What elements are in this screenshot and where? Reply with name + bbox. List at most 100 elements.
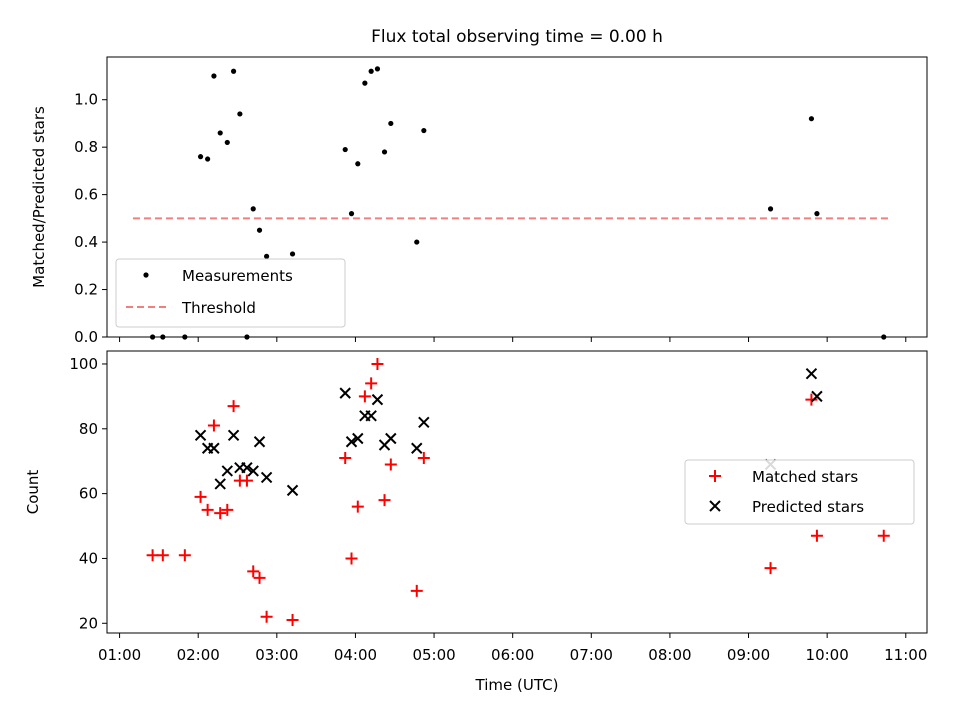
top-panel: Matched/Predicted stars 0.0 0.2 0.4 0.6 0.8 1…: [30, 56, 928, 346]
bottom-ytick-label: 60: [79, 485, 98, 503]
matched-star-point: [358, 390, 371, 403]
matched-star-point: [384, 458, 397, 471]
predicted-star-point: [418, 416, 430, 429]
predicted-star-point: [286, 484, 299, 497]
legend-measurements-label: Measurements: [182, 267, 293, 285]
predicted-star-point: [345, 436, 358, 448]
top-ytick-label: 0.2: [74, 281, 98, 299]
predicted-star-point: [241, 461, 253, 474]
predicted-star-point: [385, 432, 397, 445]
matched-star-point: [877, 529, 890, 542]
measurement-point: [149, 334, 156, 340]
measurement-point: [250, 206, 256, 212]
predicted-star-point: [208, 442, 220, 454]
measurement-point: [263, 253, 270, 259]
predicted-star-point: [253, 436, 266, 448]
predicted-star-point: [371, 393, 384, 406]
bottom-xtick-label: 09:00: [727, 646, 770, 664]
matched-star-point: [417, 451, 430, 464]
matched-star-point: [378, 494, 391, 507]
bottom-xtick-label: 05:00: [412, 646, 455, 664]
top-ytick-label: 0.6: [74, 186, 98, 204]
measurement-point: [368, 68, 374, 74]
measurement-point: [355, 161, 361, 167]
matched-star-point: [227, 400, 240, 413]
predicted-star-point: [260, 471, 273, 484]
bottom-ytick-label: 80: [79, 420, 98, 438]
matched-star-point: [240, 474, 253, 487]
measurement-point: [230, 68, 237, 74]
matched-star-point: [178, 549, 191, 562]
measurement-point: [211, 73, 217, 79]
measurement-point: [237, 111, 243, 117]
top-plot-frame: [106, 56, 928, 338]
matched-star-point: [351, 500, 364, 513]
predicted-star-point: [339, 387, 351, 399]
legend-predicted-label: Predicted stars: [752, 498, 864, 516]
bottom-xtick-label: 11:00: [884, 646, 927, 664]
matched-star-point: [194, 490, 207, 503]
measurement-point: [182, 334, 188, 340]
top-ytick-label: 1.0: [74, 91, 98, 109]
matched-star-point: [345, 552, 358, 565]
bottom-ytick-label: 40: [79, 549, 98, 567]
measurement-point: [217, 130, 223, 136]
predicted-star-point: [221, 465, 233, 477]
predicted-star-point: [247, 465, 259, 477]
measurement-point: [197, 154, 204, 160]
bottom-xtick-label: 08:00: [648, 646, 691, 664]
matched-star-point: [253, 571, 266, 584]
top-y-axis-label: Matched/Predicted stars: [30, 106, 48, 288]
bottom-xtick-label: 03:00: [255, 646, 298, 664]
measurement-point: [808, 116, 815, 122]
matched-star-point: [339, 451, 352, 464]
chart-title: Flux total observing time = 0.00 h: [371, 27, 663, 47]
predicted-star-point: [805, 367, 818, 380]
matched-star-point: [365, 377, 378, 390]
legend-measurements-marker: [143, 272, 149, 278]
predicted-star-point: [411, 442, 423, 454]
matched-star-point: [201, 503, 214, 516]
measurement-point: [244, 334, 250, 340]
bottom-xtick-label: 06:00: [491, 646, 534, 664]
bottom-y-axis-label: Count: [24, 470, 42, 515]
matched-star-point: [410, 584, 423, 597]
measurement-point: [388, 120, 394, 127]
matched-star-point: [221, 503, 234, 516]
measurement-point: [224, 139, 230, 146]
bottom-legend: Matched stars Predicted stars: [684, 459, 915, 525]
matched-star-point: [371, 357, 384, 370]
measurement-point: [767, 206, 774, 212]
matched-star-point: [214, 507, 227, 520]
bottom-panel: Count Time (UTC) 20 40 60 80 100 01:00 02:00 0…: [24, 350, 928, 694]
measurement-point: [381, 149, 388, 155]
matched-star-point: [207, 419, 220, 432]
measurement-point: [421, 127, 427, 134]
measurement-point: [256, 227, 263, 233]
bottom-xtick-label: 07:00: [570, 646, 613, 664]
legend-matched-marker: [709, 470, 721, 482]
predicted-star-point: [811, 390, 823, 403]
predicted-star-point: [365, 410, 377, 422]
measurement-point: [362, 80, 368, 86]
measurement-point: [814, 211, 820, 217]
bottom-xtick-label: 02:00: [177, 646, 220, 664]
measurement-point: [881, 334, 887, 340]
bottom-ytick-label: 20: [79, 614, 98, 632]
bottom-xtick-label: 04:00: [334, 646, 377, 664]
matched-star-point: [146, 549, 159, 562]
matched-star-point: [156, 549, 169, 562]
top-ytick-label: 0.8: [74, 138, 98, 156]
measurement-point: [289, 251, 296, 257]
legend-matched-label: Matched stars: [752, 468, 858, 486]
measurement-point: [414, 239, 420, 245]
measurement-point: [374, 66, 381, 72]
predicted-star-point: [227, 429, 240, 441]
measurement-point: [348, 211, 355, 217]
bottom-plot-frame: [106, 350, 928, 634]
matched-star-point: [260, 610, 273, 623]
top-legend: Measurements Threshold: [115, 258, 346, 328]
predicted-star-point: [352, 432, 364, 445]
matched-star-point: [286, 614, 299, 627]
